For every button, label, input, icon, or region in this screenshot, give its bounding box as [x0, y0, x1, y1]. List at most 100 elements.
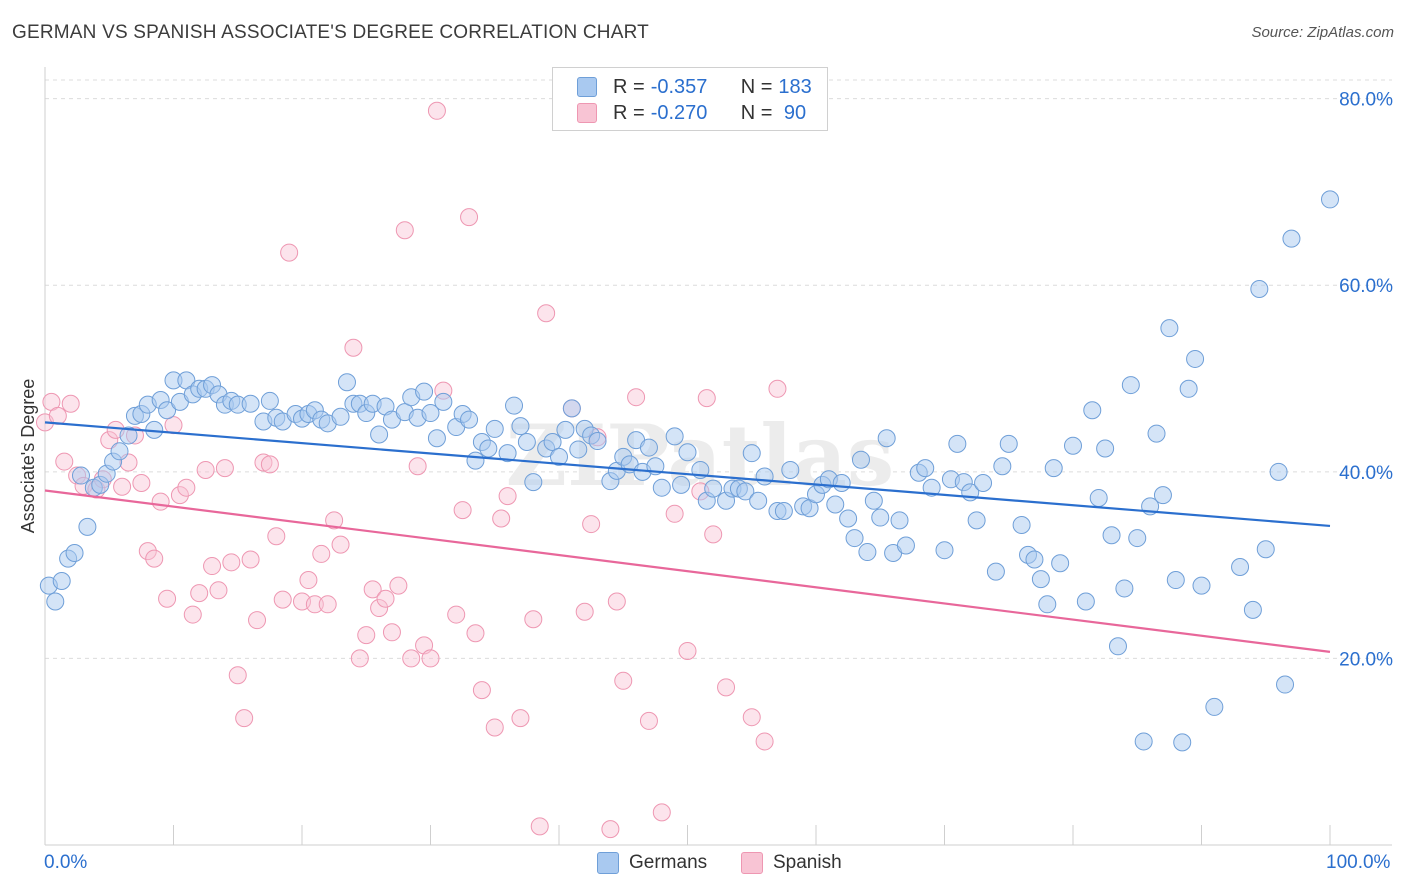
- spanish-point: [485, 718, 504, 737]
- spanish-point: [280, 243, 299, 262]
- spanish-point: [158, 589, 177, 608]
- spanish-point: [466, 624, 485, 643]
- german-point: [1276, 675, 1295, 694]
- german-point: [65, 543, 84, 562]
- spanish-point: [203, 557, 222, 576]
- chart-title: GERMAN VS SPANISH ASSOCIATE'S DEGREE COR…: [12, 22, 649, 43]
- spanish-point: [241, 550, 260, 569]
- german-point: [896, 536, 915, 555]
- spanish-point: [312, 544, 331, 563]
- spanish-point: [697, 389, 716, 408]
- german-point: [974, 474, 993, 493]
- spanish-point: [472, 681, 491, 700]
- spanish-point: [607, 592, 626, 611]
- german-point: [774, 502, 793, 521]
- german-point: [672, 475, 691, 494]
- german-point: [858, 543, 877, 562]
- spanish-point: [228, 666, 247, 685]
- y-tick-label: 40.0%: [1339, 463, 1393, 484]
- spanish-point: [350, 649, 369, 668]
- german-point: [1102, 526, 1121, 545]
- german-point: [704, 479, 723, 498]
- german-point: [1134, 732, 1153, 751]
- spanish-point: [267, 527, 286, 546]
- germans-label: Germans: [629, 852, 708, 873]
- spanish-point: [717, 678, 736, 697]
- german-point: [999, 434, 1018, 453]
- german-point: [1121, 376, 1140, 395]
- german-point: [543, 432, 562, 451]
- spanish-point: [331, 535, 350, 554]
- german-point: [498, 444, 517, 463]
- spanish-point: [260, 455, 279, 474]
- german-point: [1160, 319, 1179, 338]
- series-legend-spanish[interactable]: Spanish: [741, 852, 842, 874]
- german-point: [1031, 570, 1050, 589]
- german-point: [466, 451, 485, 470]
- spanish-point: [190, 584, 209, 603]
- german-point: [826, 495, 845, 514]
- german-point: [922, 478, 941, 497]
- germans-swatch: [597, 852, 619, 874]
- german-point: [517, 432, 536, 451]
- spanish-point: [614, 671, 633, 690]
- german-point: [1250, 279, 1269, 298]
- german-point: [1115, 579, 1134, 598]
- spanish-point: [460, 208, 479, 227]
- german-point: [1192, 576, 1211, 595]
- correlation-legend: R = -0.357 N = 183 R = -0.270 N = 90: [552, 67, 828, 131]
- legend-n-value: 183: [778, 75, 812, 98]
- spanish-point: [639, 711, 658, 730]
- german-point: [1012, 516, 1031, 535]
- german-point: [505, 396, 524, 415]
- spanish-point: [389, 576, 408, 595]
- legend-n-value: 90: [778, 101, 807, 124]
- german-point: [427, 429, 446, 448]
- spanish-point: [132, 474, 151, 493]
- spanish-point: [48, 406, 67, 425]
- german-point: [71, 466, 90, 485]
- german-point: [1243, 600, 1262, 619]
- spanish-point: [402, 649, 421, 668]
- german-point: [916, 459, 935, 478]
- spanish-point: [305, 595, 324, 614]
- spanish-point: [408, 457, 427, 476]
- german-point: [241, 394, 260, 413]
- series-legend-germans[interactable]: Germans: [597, 852, 707, 874]
- german-point: [421, 404, 440, 423]
- german-point: [78, 517, 97, 536]
- german-point: [119, 426, 138, 445]
- german-point: [1051, 554, 1070, 573]
- german-point: [1153, 486, 1172, 505]
- german-point: [877, 429, 896, 448]
- spanish-point: [183, 605, 202, 624]
- spanish-point: [344, 338, 363, 357]
- legend-swatch-spanish: [577, 103, 597, 123]
- spanish-point: [318, 595, 337, 614]
- source-label: Source: ZipAtlas.com: [1251, 24, 1394, 41]
- spanish-point: [427, 101, 446, 120]
- spanish-point: [177, 478, 196, 497]
- spanish-point: [678, 641, 697, 660]
- german-point: [52, 571, 71, 590]
- german-point: [260, 391, 279, 410]
- german-point: [1173, 733, 1192, 752]
- german-point: [1147, 424, 1166, 443]
- spanish-point: [524, 610, 543, 629]
- spanish-point: [196, 460, 215, 479]
- german-point: [948, 434, 967, 453]
- spanish-point: [145, 549, 164, 568]
- german-point: [839, 509, 858, 528]
- legend-n-label: N =: [740, 101, 773, 124]
- legend-r-label: R =: [613, 75, 645, 98]
- german-point: [1269, 462, 1288, 481]
- german-point: [1038, 595, 1057, 614]
- german-point: [967, 511, 986, 530]
- spanish-point: [768, 379, 787, 398]
- spanish-point: [138, 542, 157, 561]
- spanish-point: [325, 511, 344, 530]
- german-point: [755, 467, 774, 486]
- spanish-point: [357, 626, 376, 645]
- german-point: [993, 457, 1012, 476]
- german-point: [1282, 229, 1301, 248]
